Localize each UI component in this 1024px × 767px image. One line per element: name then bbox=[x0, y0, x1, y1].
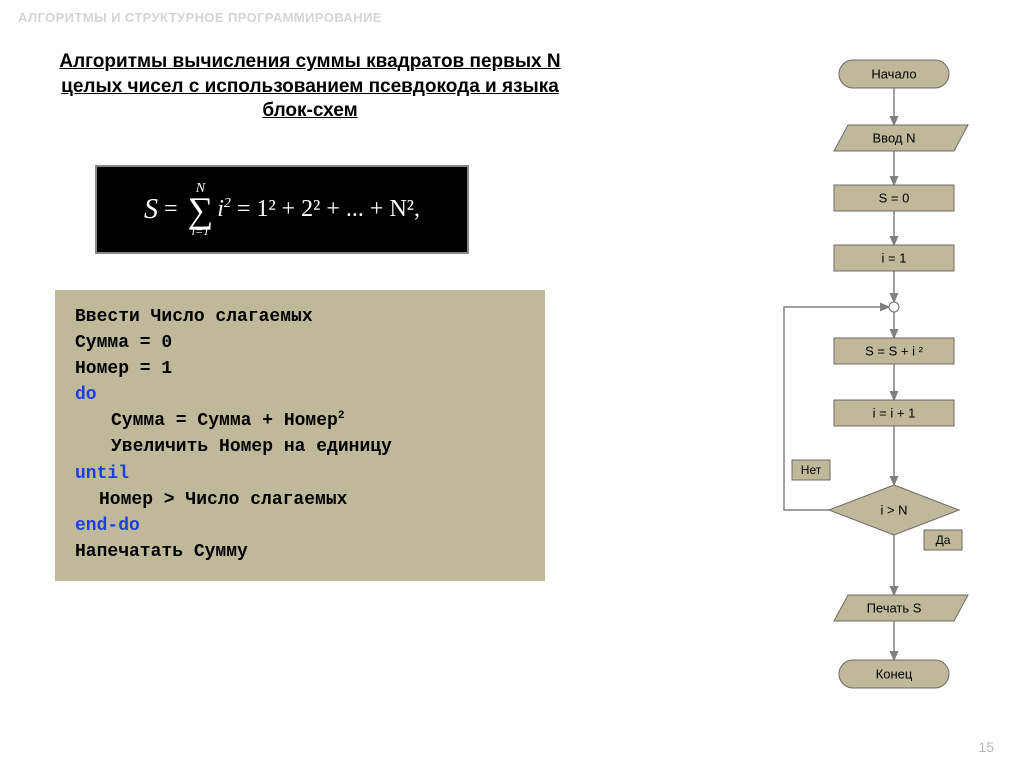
slide-title: Алгоритмы вычисления суммы квадратов пер… bbox=[40, 50, 580, 124]
sigma: N ∑ i=1 bbox=[188, 182, 214, 237]
svg-text:Начало: Начало bbox=[871, 67, 916, 82]
pseudocode-line: end-do bbox=[75, 513, 525, 539]
pseudocode-line: Увеличить Номер на единицу bbox=[75, 434, 525, 460]
formula-rhs: 1² + 2² + ... + N², bbox=[256, 196, 420, 223]
sigma-body: i2 bbox=[217, 196, 231, 223]
svg-text:Да: Да bbox=[936, 533, 951, 547]
sigma-symbol: ∑ bbox=[188, 196, 214, 225]
pseudocode-line: Ввести Число слагаемых bbox=[75, 304, 525, 330]
page-number: 15 bbox=[978, 739, 994, 755]
flowchart: Начало Ввод N S = 0 i = 1 S = S + i ² i = i +… bbox=[724, 40, 1004, 760]
flowchart-node-input: Ввод N bbox=[834, 125, 968, 151]
flowchart-node-ii1: i = i + 1 bbox=[834, 400, 954, 426]
svg-text:Нет: Нет bbox=[801, 463, 822, 477]
flowchart-node-junc bbox=[889, 302, 899, 312]
pseudocode-line: Сумма = 0 bbox=[75, 330, 525, 356]
svg-text:i = i + 1: i = i + 1 bbox=[873, 406, 916, 421]
formula-eq1: = bbox=[164, 196, 178, 223]
svg-text:Печать S: Печать S bbox=[867, 601, 922, 616]
svg-text:S = 0: S = 0 bbox=[879, 191, 910, 206]
formula-block: S = N ∑ i=1 i2 = 1² + 2² + ... + N², bbox=[95, 165, 469, 254]
pseudocode-line: until bbox=[75, 461, 525, 487]
pseudocode-line: Номер > Число слагаемых bbox=[75, 487, 525, 513]
flowchart-node-end: Конец bbox=[839, 660, 949, 688]
pseudocode-line: Номер = 1 bbox=[75, 356, 525, 382]
pseudocode-block: Ввести Число слагаемыхСумма = 0Номер = 1… bbox=[55, 290, 545, 581]
pseudocode-line: Сумма = Сумма + Номер2 bbox=[75, 408, 525, 434]
flowchart-node-print: Печать S bbox=[834, 595, 968, 621]
formula-eq2: = bbox=[237, 196, 251, 223]
flowchart-node-start: Начало bbox=[839, 60, 949, 88]
svg-text:S = S + i ²: S = S + i ² bbox=[865, 344, 923, 359]
flowchart-node-dec: i > N bbox=[829, 485, 959, 535]
svg-text:i = 1: i = 1 bbox=[882, 251, 907, 266]
svg-text:Ввод N: Ввод N bbox=[873, 131, 916, 146]
pseudocode-line: Напечатать Сумму bbox=[75, 539, 525, 565]
page-header: АЛГОРИТМЫ И СТРУКТУРНОЕ ПРОГРАММИРОВАНИЕ bbox=[18, 10, 382, 25]
formula-var: S bbox=[144, 194, 158, 226]
flowchart-node-ssi: S = S + i ² bbox=[834, 338, 954, 364]
flowchart-node-s0: S = 0 bbox=[834, 185, 954, 211]
svg-text:i > N: i > N bbox=[880, 503, 907, 518]
svg-text:Конец: Конец bbox=[876, 667, 913, 682]
flowchart-node-i1: i = 1 bbox=[834, 245, 954, 271]
pseudocode-line: do bbox=[75, 382, 525, 408]
